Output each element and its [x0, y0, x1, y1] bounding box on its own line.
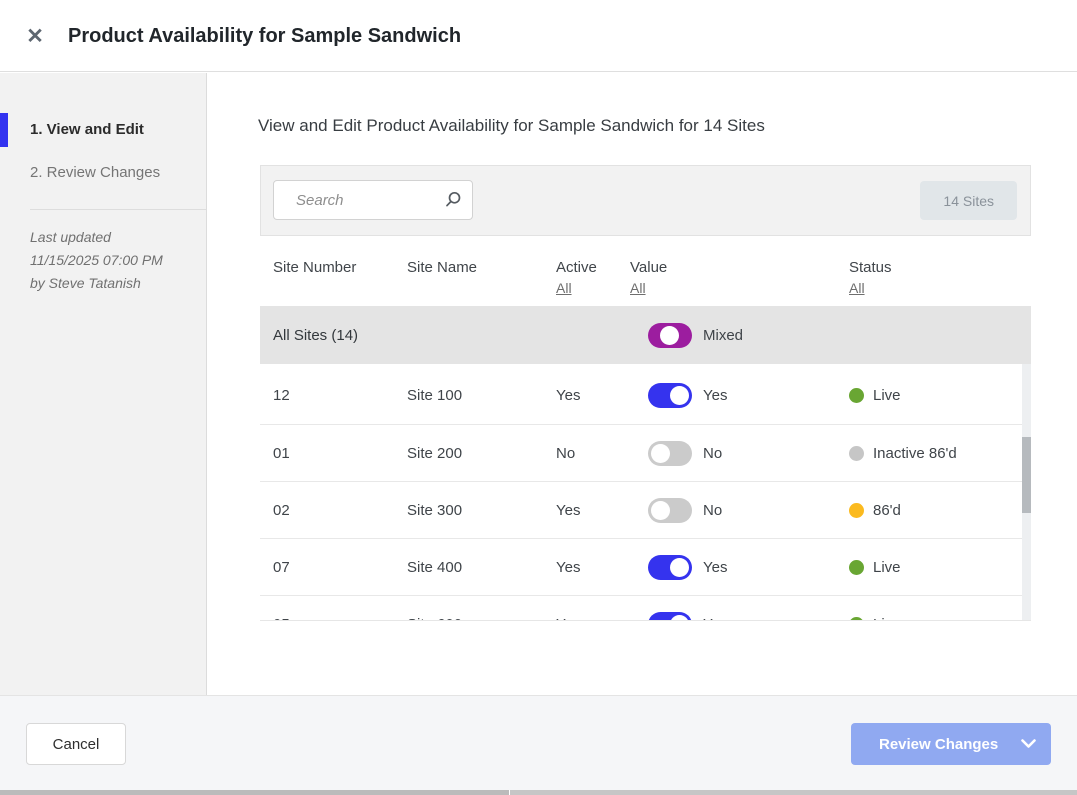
cancel-button[interactable]: Cancel — [26, 723, 126, 765]
cell-site-number: 01 — [273, 444, 290, 462]
toggle-knob — [670, 614, 689, 620]
value-toggle[interactable] — [648, 383, 692, 408]
step-label: 2. Review Changes — [30, 164, 161, 181]
status-label: Live — [873, 558, 901, 576]
last-updated-line1: Last updated — [30, 229, 111, 245]
value-toggle[interactable] — [648, 611, 692, 620]
last-updated-timestamp: 11/15/2025 07:00 PM — [30, 252, 163, 268]
value-label: Yes — [703, 558, 728, 576]
status-dot — [849, 388, 864, 403]
vertical-scrollbar[interactable] — [1022, 364, 1031, 620]
value-label: Yes — [703, 387, 728, 404]
status-dot — [849, 502, 864, 518]
table-row: 05 Site 600 Yes Yes Live — [260, 595, 1031, 621]
cell-site-number: 07 — [273, 558, 290, 576]
search-input[interactable] — [273, 180, 473, 220]
column-active: Active All — [556, 259, 597, 296]
all-sites-label: All Sites (14) — [273, 326, 359, 344]
last-updated-author: by Steve Tatanish — [30, 275, 141, 291]
toggle-knob — [670, 386, 689, 405]
toolbar: 14 Sites — [260, 165, 1031, 236]
status-label: Live — [873, 387, 901, 404]
scrollbar-thumb[interactable] — [1022, 437, 1031, 513]
sidebar-step-review-changes[interactable]: 2. Review Changes — [0, 156, 206, 190]
value-toggle[interactable] — [648, 497, 692, 523]
cell-active: Yes — [556, 616, 630, 621]
sidebar: 1. View and Edit 2. Review Changes Last … — [0, 73, 207, 695]
value-label: No — [703, 501, 723, 519]
cell-site-name: Site 300 — [407, 501, 463, 519]
sites-table: Site Number Site Name Active All Value A… — [260, 250, 1031, 621]
bottom-strip — [0, 790, 1077, 795]
all-sites-summary-row: All Sites (14) Mixed — [260, 306, 1031, 364]
toggle-knob — [670, 557, 689, 577]
content-heading: View and Edit Product Availability for S… — [258, 116, 765, 135]
column-status: Status All — [849, 259, 892, 296]
all-sites-toggle[interactable] — [648, 322, 692, 348]
bottom-strip-left — [0, 790, 509, 795]
sidebar-step-view-edit[interactable]: 1. View and Edit — [0, 113, 206, 147]
close-icon[interactable]: ✕ — [26, 25, 44, 48]
cell-site-name: Site 100 — [407, 387, 463, 404]
table-row: 02 Site 300 Yes No 86'd — [260, 481, 1031, 538]
toggle-knob — [660, 325, 679, 345]
step-label: 1. View and Edit — [30, 121, 144, 138]
column-site-name: Site Name — [407, 259, 478, 276]
toggle-knob — [651, 500, 670, 520]
value-toggle[interactable] — [648, 554, 692, 580]
value-all-filter-link[interactable]: All — [630, 280, 646, 296]
table-row: 01 Site 200 No No Inactive 86'd — [260, 424, 1031, 481]
sites-count-button[interactable]: 14 Sites — [920, 181, 1017, 220]
toggle-knob — [651, 443, 670, 463]
active-step-indicator — [0, 113, 8, 147]
cell-site-name: Site 600 — [407, 616, 556, 621]
table-body: 12 Site 100 Yes Yes Live 01 Site 200 No … — [260, 367, 1031, 621]
status-dot — [849, 445, 864, 461]
status-all-filter-link[interactable]: All — [849, 280, 865, 296]
value-label: Yes — [703, 616, 727, 621]
cell-site-name: Site 400 — [407, 558, 463, 576]
status-label: 86'd — [873, 501, 901, 519]
table-header: Site Number Site Name Active All Value A… — [260, 250, 1031, 306]
table-row: 12 Site 100 Yes Yes Live — [260, 367, 1031, 424]
last-updated: Last updated 11/15/2025 07:00 PM by Stev… — [30, 226, 176, 295]
cell-active: Yes — [556, 501, 581, 519]
cell-active: No — [556, 444, 576, 462]
cell-site-number: 12 — [273, 387, 290, 404]
active-all-filter-link[interactable]: All — [556, 280, 572, 296]
status-label: Inactive 86'd — [873, 444, 957, 462]
table-row: 07 Site 400 Yes Yes Live — [260, 538, 1031, 595]
column-value: Value All — [630, 259, 668, 296]
review-changes-label: Review Changes — [879, 735, 999, 753]
modal-title: Product Availability for Sample Sandwich — [68, 25, 462, 47]
status-dot — [849, 559, 864, 575]
column-site-number: Site Number — [273, 259, 357, 276]
status-label: Live — [873, 616, 901, 621]
bottom-strip-right — [510, 790, 1077, 795]
modal-footer: Cancel Review Changes — [0, 695, 1077, 790]
cell-site-number: 02 — [273, 501, 290, 519]
cell-site-number: 05 — [273, 616, 407, 621]
cell-active: Yes — [556, 387, 581, 404]
cell-active: Yes — [556, 558, 581, 576]
modal-header: ✕ Product Availability for Sample Sandwi… — [0, 0, 1077, 72]
chevron-down-icon[interactable] — [1021, 739, 1036, 749]
all-sites-value-label: Mixed — [703, 326, 744, 344]
search-wrap — [273, 180, 473, 220]
status-dot — [849, 616, 864, 620]
review-changes-button[interactable]: Review Changes — [851, 723, 1051, 765]
main-content: View and Edit Product Availability for S… — [208, 73, 1077, 695]
value-toggle[interactable] — [648, 440, 692, 466]
sidebar-divider — [30, 209, 206, 210]
cell-site-name: Site 200 — [407, 444, 463, 462]
search-icon — [446, 191, 461, 207]
value-label: No — [703, 444, 723, 462]
